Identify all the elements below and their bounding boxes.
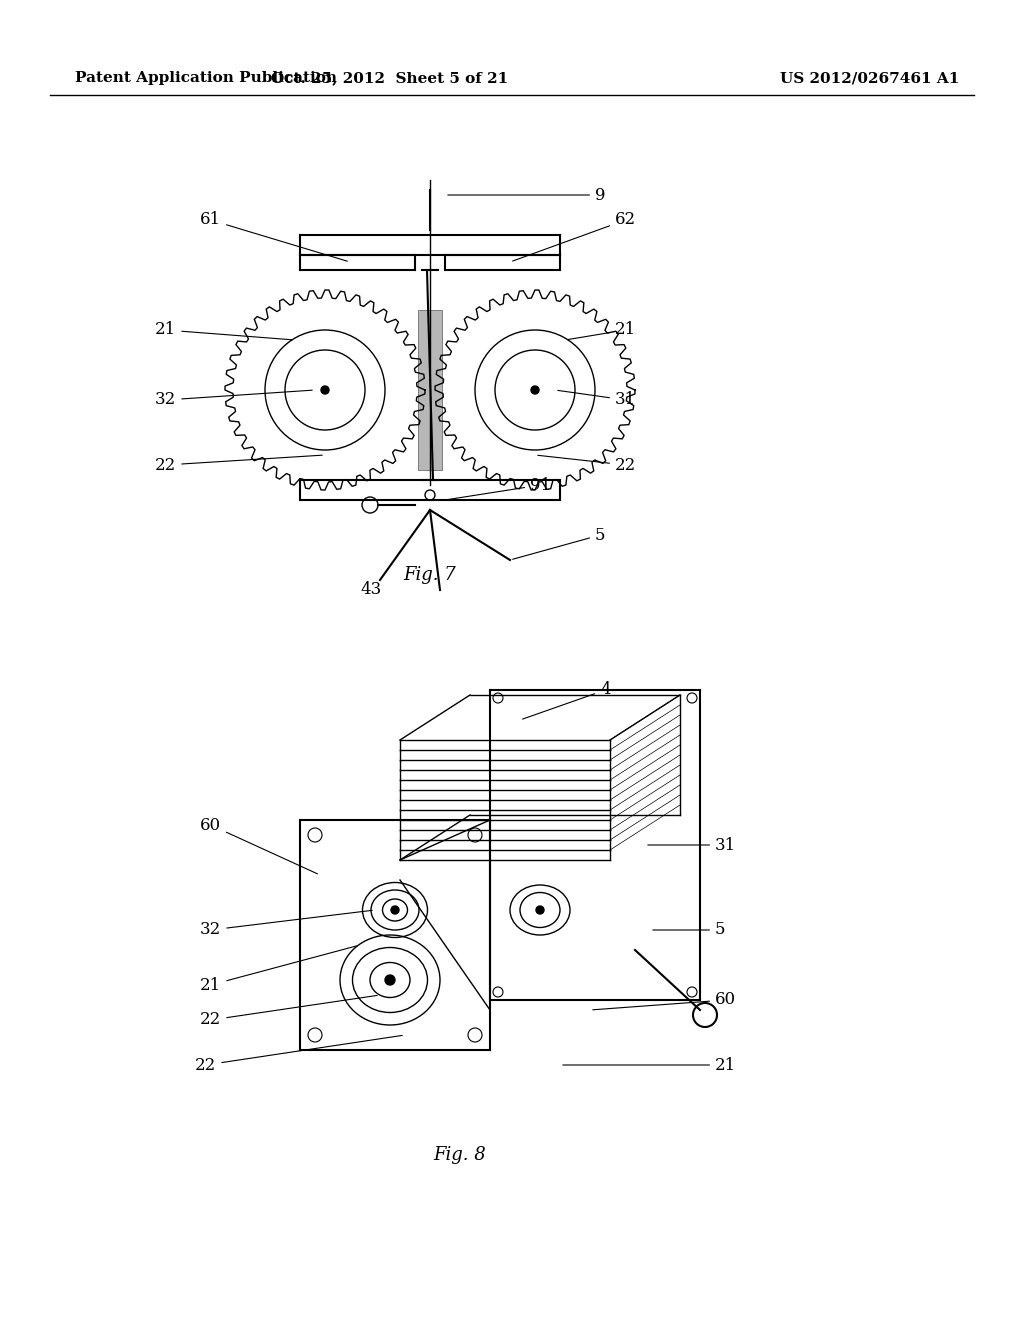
Text: 4: 4 [522, 681, 610, 719]
Text: 5: 5 [652, 921, 725, 939]
Text: 31: 31 [648, 837, 736, 854]
Text: 61: 61 [200, 211, 347, 261]
Circle shape [385, 975, 395, 985]
Text: Oct. 25, 2012  Sheet 5 of 21: Oct. 25, 2012 Sheet 5 of 21 [271, 71, 509, 84]
Text: 21: 21 [563, 1056, 736, 1073]
Text: US 2012/0267461 A1: US 2012/0267461 A1 [780, 71, 959, 84]
Text: 62: 62 [513, 211, 636, 261]
Text: 22: 22 [538, 455, 636, 474]
Text: Fig. 8: Fig. 8 [433, 1146, 486, 1164]
Text: 43: 43 [360, 582, 381, 598]
Text: Fig. 7: Fig. 7 [403, 566, 457, 583]
Text: 22: 22 [155, 455, 323, 474]
Text: 5: 5 [513, 527, 605, 560]
Circle shape [536, 906, 544, 913]
Circle shape [391, 906, 399, 913]
Text: 9: 9 [447, 186, 605, 203]
Text: 31: 31 [558, 391, 636, 408]
Circle shape [531, 385, 539, 393]
Text: 21: 21 [567, 322, 636, 339]
Text: 91: 91 [447, 477, 551, 499]
Text: 60: 60 [593, 991, 736, 1010]
Circle shape [321, 385, 329, 393]
Text: Patent Application Publication: Patent Application Publication [75, 71, 337, 84]
Polygon shape [418, 310, 442, 470]
Text: 21: 21 [155, 322, 292, 339]
Text: 22: 22 [195, 1035, 402, 1073]
Text: 32: 32 [200, 911, 373, 939]
Text: 22: 22 [200, 995, 377, 1028]
Text: 21: 21 [200, 945, 357, 994]
Text: 60: 60 [200, 817, 317, 874]
Text: 32: 32 [155, 391, 312, 408]
